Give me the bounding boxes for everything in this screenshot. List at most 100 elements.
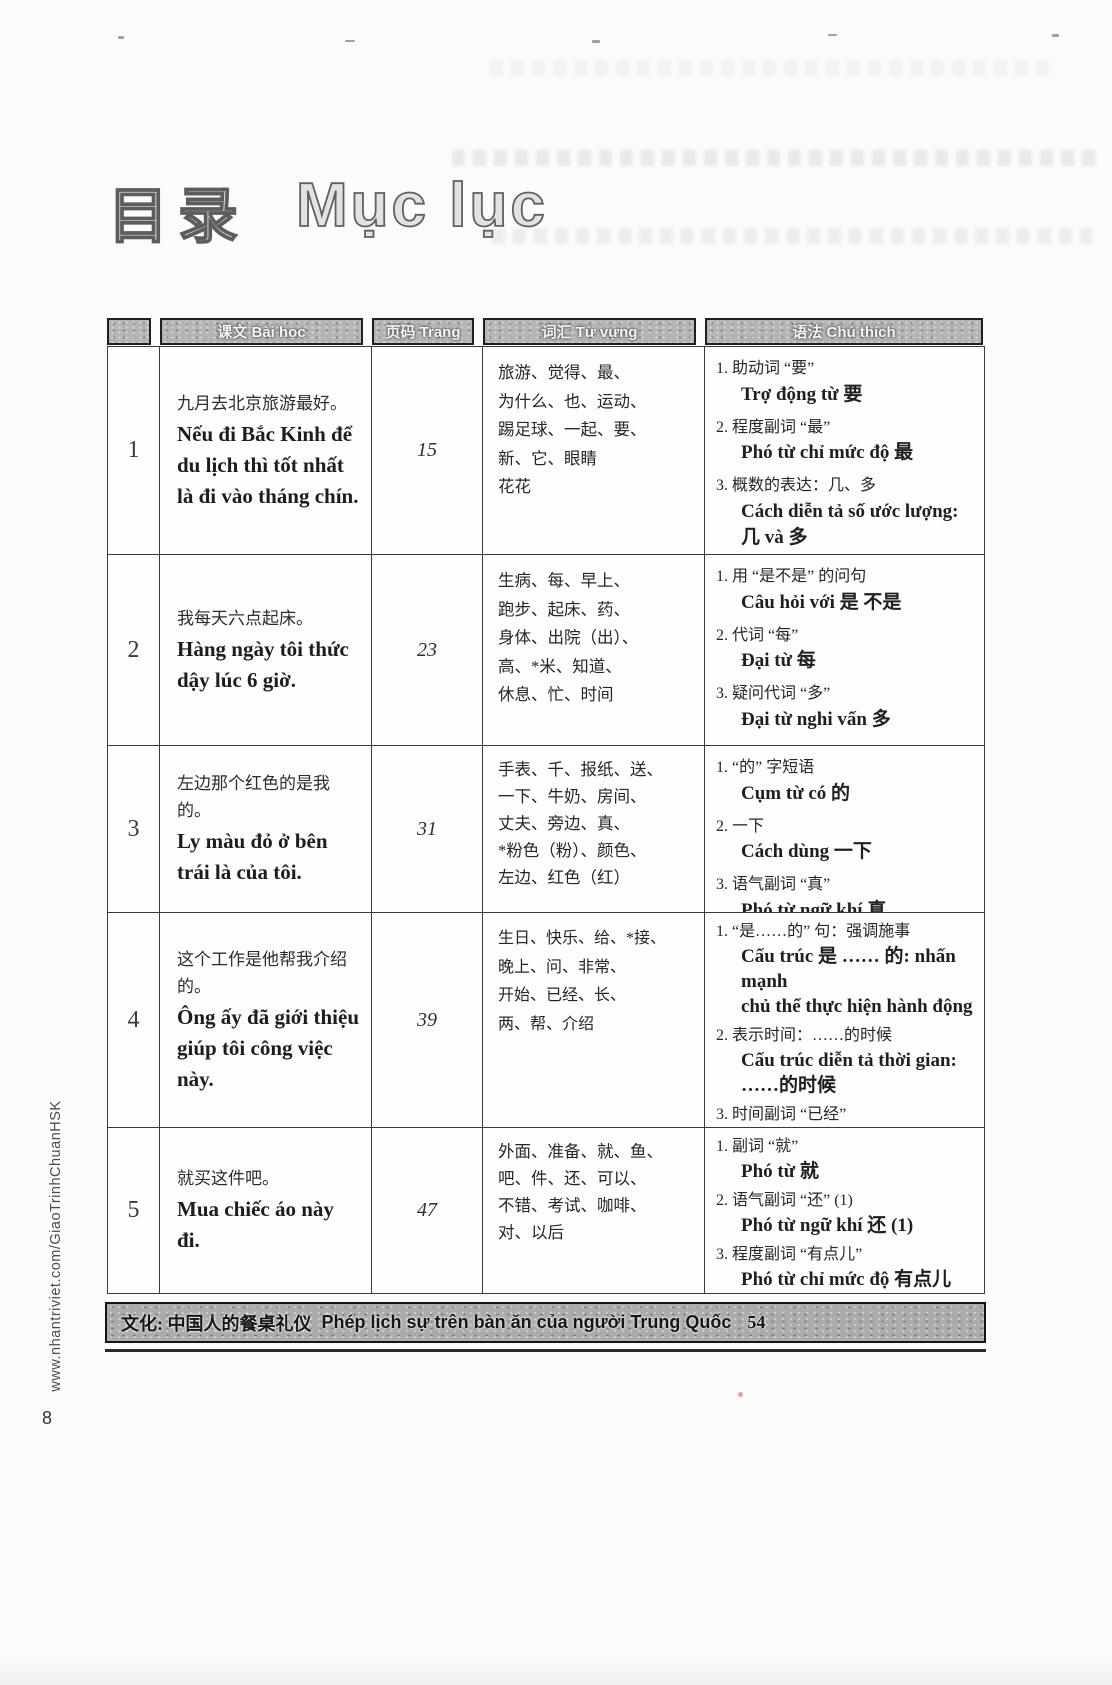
- grammar-vi: Cách diễn tả số ước lượng: 几 và 多: [741, 500, 959, 548]
- grammar-cn: 3. 程度副词 “有点儿”: [716, 1246, 863, 1263]
- page-number-cell: 31: [372, 746, 483, 912]
- grammar-vi: Đại từ nghi vấn 多: [741, 708, 891, 730]
- page-number-cell: 47: [372, 1128, 483, 1293]
- page-number-cell: 39: [372, 913, 483, 1127]
- header-lesson: 课文 Bài học: [160, 318, 363, 345]
- grammar-vi: Cấu trúc diễn tả thời gian: ……的时候: [741, 1050, 957, 1096]
- lesson-title-cell: 左边那个红色的是我的。 Ly màu đỏ ở bên trái là của …: [160, 746, 372, 912]
- lesson-number: 5: [108, 1128, 160, 1293]
- grammar-cn: 2. 表示时间：……的时候: [716, 1027, 893, 1044]
- grammar-vi: Cấu trúc 是 …… 的: nhấn mạnh chủ thể thực …: [741, 946, 973, 1017]
- publisher-url: www.nhantriviet.com/GiaoTrinhChuanHSK: [48, 1100, 64, 1392]
- lesson-title-vi: Hàng ngày tôi thức dậy lúc 6 giờ.: [177, 636, 349, 692]
- footer-rule: [105, 1349, 986, 1352]
- grammar-vi: Trợ động từ 要: [741, 383, 863, 405]
- lesson-title-vi: Nếu đi Bắc Kinh để du lịch thì tốt nhất …: [177, 421, 359, 508]
- grammar-cn: 1. “的” 字短语: [716, 759, 815, 776]
- grammar-cn: 1. 助动词 “要”: [716, 360, 815, 377]
- header-number: [107, 318, 151, 345]
- grammar-item: 3. 概数的表达：几、多 Cách diễn tả số ước lượng: …: [716, 473, 980, 551]
- grammar-item: 1. 副词 “就” Phó từ 就: [716, 1134, 980, 1184]
- grammar-item: 1. 用 “是不是” 的问句 Câu hỏi với 是 不是: [716, 564, 980, 616]
- grammar-vi: Phó từ chỉ mức độ 最: [741, 442, 914, 463]
- grammar-cell: 1. “的” 字短语 Cụm từ có 的 2. 一下 Cách dùng 一…: [705, 746, 984, 912]
- culture-page-number: 54: [747, 1312, 766, 1332]
- print-through-band: [490, 60, 1050, 76]
- grammar-item: 2. 代词 “每” Đại từ 每: [716, 623, 980, 675]
- grammar-vi: Đại từ 每: [741, 650, 816, 671]
- table-row: 4 这个工作是他帮我介绍的。 Ông ấy đã giới thiệu giúp…: [108, 913, 984, 1128]
- scan-speck: [828, 34, 837, 36]
- table-row: 1 九月去北京旅游最好。 Nếu đi Bắc Kinh để du lịch …: [108, 347, 984, 555]
- header-vocab: 词汇 Từ vựng: [483, 318, 696, 345]
- title-chinese: 目录: [107, 182, 248, 251]
- lesson-title-vi: Ly màu đỏ ở bên trái là của tôi.: [177, 829, 328, 884]
- scan-edge-shade: [0, 1659, 1112, 1685]
- grammar-cn: 2. 代词 “每”: [716, 626, 799, 644]
- grammar-cn: 3. 语气副词 “真”: [716, 876, 831, 893]
- lesson-number: 3: [108, 746, 160, 912]
- lesson-title-cn: 这个工作是他帮我介绍的。: [177, 949, 347, 996]
- grammar-vi: Phó từ 就: [741, 1161, 819, 1182]
- scan-speck: [1052, 34, 1059, 37]
- grammar-vi: Phó từ ngữ khí 真: [741, 899, 887, 913]
- lesson-number: 2: [108, 555, 160, 745]
- lesson-title-cn: 我每天六点起床。: [177, 608, 313, 628]
- culture-title-cn: 文化: 中国人的餐桌礼仪: [121, 1313, 312, 1334]
- lesson-title-vi: Mua chiếc áo này đi.: [177, 1197, 334, 1252]
- grammar-item: 3. 疑问代词 “多” Đại từ nghi vấn 多: [716, 681, 980, 733]
- grammar-cell: 1. 副词 “就” Phó từ 就 2. 语气副词 “还” (1) Phó t…: [705, 1128, 984, 1293]
- lesson-title-cn: 左边那个红色的是我的。: [177, 774, 330, 820]
- grammar-item: 2. 表示时间：……的时候 Cấu trúc diễn tả thời gian…: [716, 1023, 980, 1098]
- table-header-row: 课文 Bài học 页码 Trang 词汇 Từ vựng 语法 Chú th…: [107, 318, 985, 345]
- grammar-vi: Phó từ chỉ mức độ 有点儿: [741, 1269, 952, 1290]
- page-number: 8: [42, 1408, 53, 1428]
- vocab-cell: 手表、千、报纸、送、 一下、牛奶、房间、 丈夫、旁边、真、 *粉色（粉）、颜色、…: [483, 746, 705, 912]
- grammar-item: 2. 程度副词 “最” Phó từ chỉ mức độ 最: [716, 415, 980, 467]
- title-vietnamese: Mục lục: [295, 170, 548, 241]
- scan-speck: [738, 1392, 743, 1397]
- grammar-vi: Phó từ ngữ khí 还 (1): [741, 1215, 914, 1236]
- grammar-vi: Câu hỏi với 是 不是: [741, 591, 902, 613]
- header-page: 页码 Trang: [372, 318, 474, 345]
- lesson-title-cell: 就买这件吧。 Mua chiếc áo này đi.: [160, 1128, 372, 1293]
- grammar-item: 3. 程度副词 “有点儿” Phó từ chỉ mức độ 有点儿: [716, 1242, 980, 1292]
- scan-speck: [592, 40, 600, 43]
- page-number-cell: 23: [372, 555, 483, 745]
- grammar-item: 2. 语气副词 “还” (1) Phó từ ngữ khí 还 (1): [716, 1188, 980, 1238]
- grammar-cell: 1. 用 “是不是” 的问句 Câu hỏi với 是 不是 2. 代词 “每…: [705, 555, 984, 745]
- table-row: 3 左边那个红色的是我的。 Ly màu đỏ ở bên trái là củ…: [108, 746, 984, 913]
- print-through-band: [492, 228, 1092, 244]
- table-row: 5 就买这件吧。 Mua chiếc áo này đi. 47 外面、准备、就…: [108, 1128, 984, 1293]
- lesson-title-cn: 九月去北京旅游最好。: [177, 393, 347, 413]
- grammar-vi: Cụm từ có 的: [741, 782, 851, 804]
- grammar-cn: 3. 概数的表达：几、多: [716, 477, 877, 494]
- lesson-number: 4: [108, 913, 160, 1127]
- grammar-item: 3. 语气副词 “真” Phó từ ngữ khí 真: [716, 872, 980, 912]
- vocab-cell: 生日、快乐、给、*接、 晚上、问、非常、 开始、已经、长、 两、帮、介绍: [483, 913, 705, 1127]
- page-number-cell: 15: [372, 347, 483, 554]
- grammar-cn: 1. 副词 “就”: [716, 1138, 799, 1155]
- vocab-cell: 外面、准备、就、鱼、 吧、件、还、可以、 不错、考试、咖啡、 对、以后: [483, 1128, 705, 1293]
- grammar-cn: 2. 程度副词 “最”: [716, 418, 831, 436]
- grammar-cell: 1. 助动词 “要” Trợ động từ 要 2. 程度副词 “最” Phó…: [705, 347, 984, 554]
- grammar-item: 3. 时间副词 “已经” Phó từ chỉ thời gian 已经: [716, 1102, 980, 1127]
- grammar-cn: 2. 一下: [716, 817, 765, 835]
- toc-table: 1 九月去北京旅游最好。 Nếu đi Bắc Kinh để du lịch …: [107, 346, 985, 1294]
- header-grammar: 语法 Chú thích: [705, 318, 983, 345]
- grammar-cn: 1. “是……的” 句：强调施事: [716, 923, 911, 940]
- grammar-cn: 3. 疑问代词 “多”: [716, 685, 831, 702]
- vocab-cell: 旅游、觉得、最、 为什么、也、运动、 踢足球、一起、要、 新、它、眼睛 花花: [483, 347, 705, 554]
- grammar-item: 2. 一下 Cách dùng 一下: [716, 814, 980, 866]
- lesson-number: 1: [108, 347, 160, 554]
- grammar-item: 1. 助动词 “要” Trợ động từ 要: [716, 356, 980, 408]
- grammar-item: 1. “是……的” 句：强调施事 Cấu trúc 是 …… 的: nhấn m…: [716, 919, 980, 1019]
- grammar-vi: Cách dùng 一下: [741, 841, 872, 862]
- grammar-cn: 1. 用 “是不是” 的问句: [716, 568, 867, 585]
- scan-speck: [118, 36, 124, 39]
- page-title: 目录 Mục lục: [107, 168, 548, 255]
- grammar-item: 1. “的” 字短语 Cụm từ có 的: [716, 755, 980, 807]
- lesson-title-cell: 九月去北京旅游最好。 Nếu đi Bắc Kinh để du lịch th…: [160, 347, 372, 554]
- grammar-cell: 1. “是……的” 句：强调施事 Cấu trúc 是 …… 的: nhấn m…: [705, 913, 984, 1127]
